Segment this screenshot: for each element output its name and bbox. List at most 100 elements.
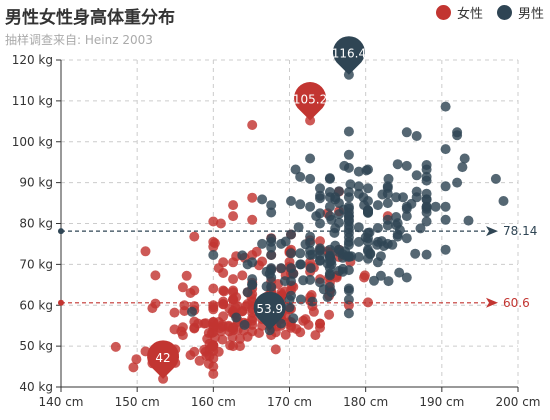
mark-pin [253, 291, 286, 331]
male-point [343, 308, 354, 319]
male-point [382, 238, 393, 249]
male-point [440, 144, 451, 155]
male-point [363, 227, 373, 238]
male-point [343, 294, 354, 305]
male-point [353, 236, 364, 247]
male-point [363, 196, 373, 206]
male-point [421, 160, 432, 170]
female-point [315, 236, 325, 247]
male-point [334, 186, 344, 197]
female-point [228, 322, 239, 333]
female-point [189, 322, 200, 333]
male-point [305, 201, 316, 212]
female-point [199, 344, 210, 355]
male-point [421, 171, 432, 182]
male-point [452, 127, 463, 138]
male-point [329, 227, 340, 238]
mark-pin [294, 82, 327, 121]
male-point [363, 246, 373, 257]
male-point [266, 207, 277, 218]
male-point [315, 243, 325, 254]
female-point [179, 300, 190, 311]
legend-male-label: 男性 [517, 7, 544, 22]
male-point [324, 192, 335, 203]
male-point [266, 263, 277, 274]
female-point [218, 285, 229, 296]
male-point [257, 194, 268, 205]
male-point [247, 257, 258, 268]
male-point [264, 325, 275, 336]
female-point [208, 319, 219, 330]
mark-pin-label: 53.9 [256, 302, 283, 316]
male-point [286, 248, 296, 259]
male-point [315, 208, 325, 219]
male-point [363, 164, 373, 175]
female-point [235, 341, 245, 352]
male-point [237, 250, 248, 261]
female-point [189, 285, 200, 296]
male-point [353, 166, 364, 177]
male-point [276, 238, 287, 249]
female-point [228, 285, 239, 296]
male-point [284, 302, 295, 313]
mark-pin-label: 42 [155, 351, 170, 365]
male-point [208, 250, 219, 260]
male-point [295, 259, 306, 270]
male-point [343, 126, 354, 137]
male-point [440, 181, 451, 192]
female-point [150, 270, 161, 281]
legend-item-female[interactable]: 女性 [435, 3, 483, 22]
male-point [286, 229, 296, 240]
legend-item-male[interactable]: 男性 [496, 3, 544, 22]
female-point [228, 211, 239, 222]
male-point [315, 190, 325, 201]
female-point [308, 306, 319, 317]
male-point [411, 192, 422, 203]
female-point [247, 326, 258, 337]
male-point [266, 242, 277, 253]
male-point [452, 177, 463, 188]
male-point [290, 164, 301, 175]
y-tick-label: 70 kg [19, 257, 53, 271]
y-tick-label: 40 kg [19, 380, 53, 394]
female-point [228, 200, 239, 211]
male-point [401, 233, 412, 244]
male-point [382, 188, 393, 199]
female-point [359, 272, 370, 283]
x-tick-label: 200 cm [495, 395, 540, 409]
female-point [247, 120, 258, 130]
male-point [295, 171, 306, 182]
male-point [266, 272, 277, 283]
male-point [401, 203, 412, 214]
y-tick-label: 90 kg [19, 176, 53, 190]
male-point [266, 250, 277, 260]
male-point [421, 207, 432, 218]
male-point [459, 153, 470, 164]
male-point [421, 249, 432, 260]
male-point [295, 294, 306, 305]
male-point [343, 187, 354, 197]
male-point [392, 229, 403, 240]
x-tick-label: 180 cm [343, 395, 388, 409]
male-point [382, 198, 393, 209]
female-point [237, 270, 248, 281]
mark-points: 105.2 42 116.4 53.9 [147, 36, 366, 379]
female-point [128, 362, 139, 373]
male-point [401, 272, 412, 283]
male-point [398, 192, 408, 203]
male-point [463, 215, 474, 226]
male-point [410, 248, 421, 259]
female-point [110, 341, 121, 352]
male-point [324, 244, 335, 255]
female-point [228, 274, 239, 285]
male-point [363, 236, 373, 247]
male-point [375, 270, 386, 281]
female-point [228, 341, 239, 352]
legend-female-swatch [435, 5, 451, 20]
female-point [177, 330, 188, 341]
male-point [343, 162, 354, 173]
male-point [457, 162, 468, 173]
male-point [440, 101, 451, 112]
female-point [169, 324, 180, 335]
